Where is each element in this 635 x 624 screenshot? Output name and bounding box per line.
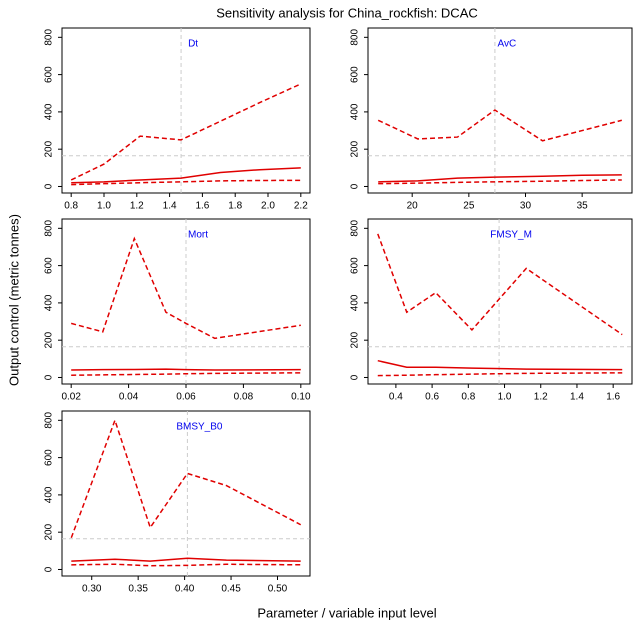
y-tick-label: 0 xyxy=(44,374,55,380)
y-tick-label: 800 xyxy=(44,412,55,429)
figure-title: Sensitivity analysis for China_rockfish:… xyxy=(216,5,478,20)
x-tick-label: 30 xyxy=(520,201,532,212)
x-axis-label: Parameter / variable input level xyxy=(257,605,436,620)
series-line xyxy=(71,167,301,184)
x-tick-label: 0.35 xyxy=(128,584,148,595)
y-tick-label: 400 xyxy=(350,294,361,311)
series-line xyxy=(378,174,622,183)
x-tick-label: 25 xyxy=(463,201,475,212)
x-tick-label: 1.0 xyxy=(498,392,512,403)
panel-label: Mort xyxy=(188,230,208,241)
y-tick-label: 0 xyxy=(350,374,361,380)
x-tick-label: 2.2 xyxy=(294,201,308,212)
y-tick-label: 400 xyxy=(350,103,361,120)
y-tick-label: 800 xyxy=(350,220,361,237)
series-line xyxy=(71,368,301,371)
x-tick-label: 1.6 xyxy=(606,392,620,403)
y-tick-label: 600 xyxy=(44,66,55,83)
series-line xyxy=(71,563,301,567)
x-tick-label: 0.02 xyxy=(61,392,81,403)
y-tick-label: 200 xyxy=(350,331,361,348)
panel: 0.4 0.6 0.8 1.0 1.2 1.4 1.6 0 200 400 600 800 FMSY_M xyxy=(350,218,633,403)
series-line xyxy=(377,233,623,336)
x-tick-label: 1.6 xyxy=(195,201,209,212)
y-tick-label: 600 xyxy=(44,257,55,274)
x-tick-label: 0.45 xyxy=(221,584,241,595)
series-line xyxy=(70,236,301,340)
x-tick-label: 0.04 xyxy=(119,392,139,403)
y-tick-label: 600 xyxy=(350,257,361,274)
y-tick-label: 400 xyxy=(44,486,55,503)
y-tick-label: 400 xyxy=(44,294,55,311)
plot-frame xyxy=(367,27,633,194)
panel: 0.30 0.35 0.40 0.45 0.50 0 200 400 600 800 BMSY_B0 xyxy=(44,410,311,595)
x-tick-label: 1.4 xyxy=(163,201,177,212)
panel-label: Dt xyxy=(188,39,198,50)
x-tick-label: 0.4 xyxy=(389,392,403,403)
series-line xyxy=(378,179,622,185)
plot-frame xyxy=(61,410,311,577)
x-tick-label: 0.8 xyxy=(64,201,78,212)
panel-label: FMSY_M xyxy=(490,230,532,241)
y-tick-label: 200 xyxy=(44,331,55,348)
x-tick-label: 1.2 xyxy=(534,392,548,403)
y-axis-label: Output control (metric tonnes) xyxy=(6,214,21,386)
y-tick-label: 600 xyxy=(44,449,55,466)
x-tick-label: 0.50 xyxy=(268,584,288,595)
y-tick-label: 200 xyxy=(44,523,55,540)
y-tick-label: 800 xyxy=(44,220,55,237)
y-tick-label: 600 xyxy=(350,66,361,83)
x-tick-label: 35 xyxy=(577,201,589,212)
series-line xyxy=(377,109,622,142)
panel-label: AvC xyxy=(498,39,517,50)
x-tick-label: 0.10 xyxy=(291,392,311,403)
panel: 20 25 30 35 0 200 400 600 800 AvC xyxy=(350,27,633,212)
x-tick-label: 1.2 xyxy=(130,201,144,212)
panel: 0.8 1.0 1.2 1.4 1.6 1.8 2.0 2.2 0 200 400 600 800 Dt xyxy=(44,27,311,212)
x-tick-label: 0.30 xyxy=(82,584,102,595)
y-tick-label: 800 xyxy=(44,29,55,46)
series-line xyxy=(70,83,302,181)
x-tick-label: 0.6 xyxy=(425,392,439,403)
plot-frame xyxy=(61,27,311,194)
y-tick-label: 400 xyxy=(44,103,55,120)
x-tick-label: 0.8 xyxy=(461,392,475,403)
x-tick-label: 1.4 xyxy=(570,392,584,403)
x-tick-label: 1.0 xyxy=(97,201,111,212)
x-tick-label: 0.40 xyxy=(175,584,195,595)
x-tick-label: 2.0 xyxy=(261,201,275,212)
x-tick-label: 1.8 xyxy=(228,201,242,212)
plot-frame xyxy=(367,218,633,385)
y-tick-label: 0 xyxy=(44,566,55,572)
x-tick-label: 0.06 xyxy=(176,392,196,403)
y-tick-label: 200 xyxy=(44,140,55,157)
x-tick-label: 20 xyxy=(407,201,419,212)
series-line xyxy=(71,179,301,186)
y-tick-label: 800 xyxy=(350,29,361,46)
panel: 0.02 0.04 0.06 0.08 0.10 0 200 400 600 800 Mort xyxy=(44,218,311,403)
x-tick-label: 0.08 xyxy=(234,392,254,403)
series-line xyxy=(377,359,623,371)
y-tick-label: 0 xyxy=(44,183,55,189)
y-tick-label: 0 xyxy=(350,183,361,189)
series-line xyxy=(71,557,301,562)
series-line xyxy=(377,372,623,377)
y-tick-label: 200 xyxy=(350,140,361,157)
panel-label: BMSY_B0 xyxy=(176,422,223,433)
series-line xyxy=(70,418,302,539)
